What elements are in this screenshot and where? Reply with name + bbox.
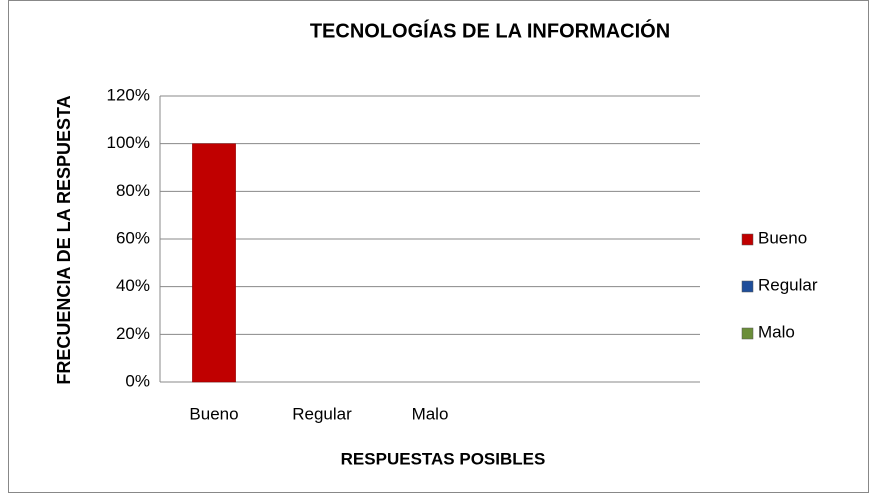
bar	[192, 143, 236, 383]
y-tick-label: 60%	[116, 228, 150, 247]
x-tick-label: Regular	[292, 404, 352, 423]
x-tick-label: Bueno	[189, 404, 238, 423]
y-tick-label: 120%	[107, 85, 150, 104]
y-tick-label: 0%	[125, 371, 150, 390]
y-axis-label: FRECUENCIA DE LA RESPUESTA	[54, 95, 74, 384]
legend-label: Regular	[758, 275, 818, 294]
y-tick-label: 100%	[107, 133, 150, 152]
y-tick-label: 80%	[116, 181, 150, 200]
legend-swatch	[741, 327, 754, 340]
x-axis-label: RESPUESTAS POSIBLES	[341, 449, 546, 468]
legend-swatch	[741, 233, 754, 246]
chart-border	[8, 0, 869, 493]
chart-title: TECNOLOGÍAS DE LA INFORMACIÓN	[310, 18, 670, 42]
legend-swatch	[741, 280, 754, 293]
x-tick-label: Malo	[412, 404, 449, 423]
legend-label: Malo	[758, 322, 795, 341]
y-tick-label: 40%	[116, 276, 150, 295]
legend-label: Bueno	[758, 228, 807, 247]
y-tick-label: 20%	[116, 324, 150, 343]
